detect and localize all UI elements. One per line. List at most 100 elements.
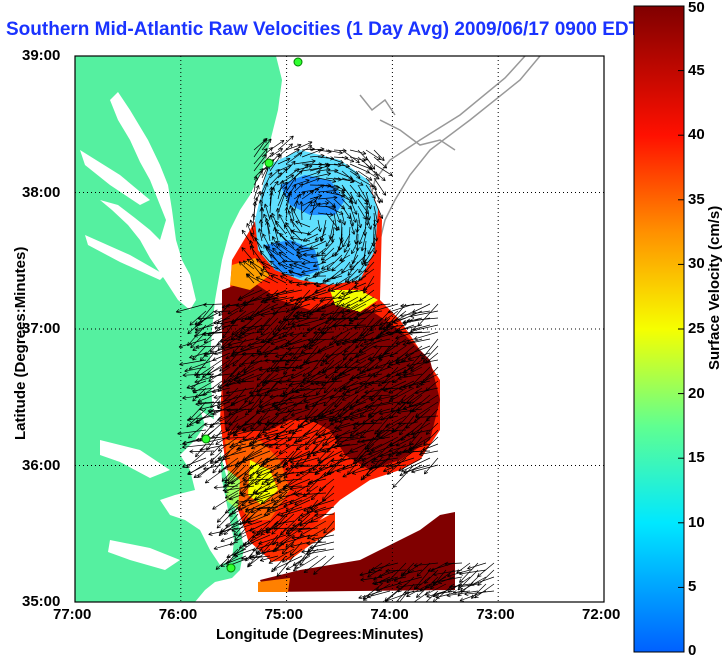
- velocity-arrow: [245, 506, 271, 512]
- x-axis-label: Longitude (Degrees:Minutes): [216, 626, 424, 643]
- velocity-arrow: [349, 373, 367, 381]
- velocity-arrow: [295, 464, 319, 477]
- velocity-arrow: [286, 373, 303, 382]
- velocity-arrow: [313, 330, 335, 335]
- velocity-arrow: [299, 470, 319, 476]
- velocity-arrow: [242, 331, 263, 337]
- velocity-arrow: [400, 303, 423, 308]
- x-tick-label: 76:00: [158, 606, 198, 623]
- velocity-arrow: [277, 401, 303, 412]
- velocity-arrow: [270, 242, 287, 256]
- velocity-arrow: [248, 387, 271, 395]
- velocity-arrow: [261, 172, 273, 193]
- velocity-arrow: [245, 273, 263, 284]
- velocity-arrow: [334, 435, 359, 441]
- velocity-arrow: [325, 352, 343, 359]
- velocity-arrow: [292, 520, 319, 528]
- velocity-arrow: [228, 373, 247, 382]
- velocity-arrow: [285, 168, 300, 179]
- velocity-arrow: [292, 401, 311, 407]
- velocity-arrow: [376, 428, 407, 434]
- velocity-arrow: [306, 541, 327, 546]
- velocity-arrow: [405, 429, 431, 437]
- velocity-arrow: [259, 191, 265, 207]
- velocity-arrow: [333, 184, 346, 192]
- velocity-arrow: [266, 387, 287, 394]
- velocity-arrow: [416, 562, 431, 577]
- velocity-arrow: [355, 429, 375, 436]
- x-tick-label: 74:00: [370, 606, 409, 623]
- velocity-arrow: [214, 324, 239, 330]
- velocity-arrow: [250, 393, 271, 398]
- velocity-arrow: [395, 324, 423, 333]
- velocity-arrow: [423, 429, 439, 446]
- velocity-arrow: [277, 174, 295, 186]
- velocity-arrow: [342, 323, 367, 328]
- velocity-arrow: [290, 218, 303, 235]
- velocity-arrow: [340, 289, 367, 296]
- velocity-arrow: [237, 289, 263, 301]
- colorbar-tick-label: 5: [688, 578, 697, 596]
- chesapeake-bay: [100, 92, 196, 310]
- velocity-arrow: [289, 263, 303, 270]
- velocity-arrow: [216, 394, 247, 405]
- velocity-arrow: [274, 220, 287, 235]
- velocity-arrow: [208, 527, 239, 536]
- velocity-arrow: [332, 323, 351, 328]
- velocity-arrow: [232, 352, 247, 367]
- y-tick-label: 37:00: [22, 320, 61, 337]
- velocity-arrow: [191, 387, 215, 393]
- velocity-arrow: [281, 259, 303, 264]
- radar-station-marker: [201, 434, 211, 444]
- velocity-arrow: [265, 526, 295, 531]
- velocity-arrow: [319, 226, 327, 242]
- velocity-arrow: [238, 436, 263, 444]
- velocity-arrow: [333, 205, 342, 224]
- velocity-arrow: [381, 387, 399, 392]
- velocity-arrow: [278, 380, 303, 385]
- velocity-arrow: [313, 555, 335, 575]
- velocity-arrow: [320, 247, 335, 261]
- velocity-arrow: [301, 548, 327, 554]
- velocity-arrow: [291, 323, 311, 329]
- velocity-arrow: [356, 310, 383, 316]
- velocity-arrow: [325, 156, 344, 164]
- velocity-arrow: [349, 415, 367, 422]
- velocity-arrow: [299, 373, 327, 387]
- velocity-arrow: [274, 471, 303, 478]
- velocity-arrow: [272, 555, 303, 571]
- velocity-arrow: [315, 422, 335, 436]
- velocity-arrow: [396, 408, 423, 415]
- velocity-arrow: [309, 201, 330, 207]
- velocity-arrow: [332, 317, 359, 322]
- radar-station-marker: [264, 158, 274, 168]
- velocity-arrow: [349, 401, 367, 409]
- velocity-arrow: [175, 303, 207, 314]
- velocity-arrow: [353, 282, 367, 289]
- velocity-arrow: [219, 338, 239, 344]
- velocity-arrow: [379, 450, 407, 458]
- velocity-arrow: [246, 258, 263, 270]
- velocity-arrow: [334, 387, 351, 408]
- velocity-arrow: [255, 401, 287, 414]
- velocity-arrow: [413, 562, 439, 568]
- velocity-arrow: [297, 506, 319, 521]
- velocity-arrow: [349, 177, 364, 186]
- velocity-arrow: [257, 421, 279, 426]
- velocity-arrow: [222, 317, 239, 339]
- velocity-arrow: [309, 199, 317, 221]
- velocity-arrow: [349, 408, 367, 416]
- velocity-arrow: [192, 387, 207, 402]
- velocity-arrow: [242, 260, 255, 270]
- velocity-arrow: [203, 351, 223, 356]
- velocity-arrow: [301, 177, 321, 186]
- y-axis-label: Latitude (Degrees:Minutes): [12, 246, 29, 440]
- velocity-arrow: [293, 145, 313, 158]
- velocity-arrow: [299, 201, 304, 221]
- velocity-arrow: [305, 415, 335, 424]
- velocity-arrow: [301, 201, 313, 214]
- velocity-arrow: [295, 436, 319, 451]
- velocity-arrow: [273, 436, 303, 441]
- velocity-arrow: [315, 464, 335, 474]
- velocity-arrow: [367, 408, 391, 417]
